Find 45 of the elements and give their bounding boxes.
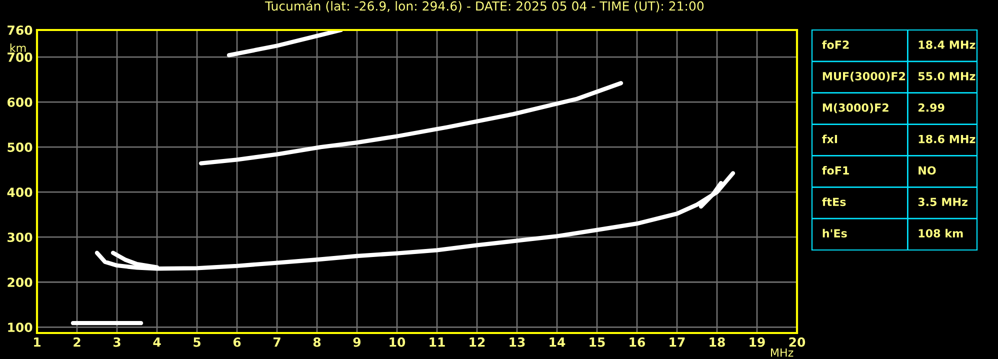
text: foF2	[822, 40, 849, 49]
x-tick-label: 16	[630, 337, 646, 347]
y-tick-label: 400	[7, 188, 32, 198]
text: foF1	[822, 166, 849, 175]
text: 2.99	[918, 103, 944, 112]
x-tick-label: 11	[430, 338, 445, 347]
x-tick-label: 7	[273, 338, 280, 347]
text: h'Es	[822, 228, 847, 238]
x-tick-label: 15	[590, 338, 605, 347]
x-tick-label: 5	[194, 338, 200, 347]
x-tick-label: 10	[390, 337, 406, 347]
y-tick-label: 700	[8, 52, 32, 62]
y-tick-label: 760	[8, 25, 32, 35]
y-tick-label: 600	[8, 98, 32, 107]
chart-title: Tucumán (lat: -26.9, lon: 294.6) - DATE: 2025 05 04 - TIME (UT): 21:00	[264, 0, 704, 12]
x-tick-label: 2	[74, 337, 80, 347]
text: ftEs	[822, 197, 846, 206]
text: MUF(3000)F2	[822, 72, 906, 82]
text: 108 km	[918, 228, 963, 238]
x-tick-label: 8	[313, 337, 321, 347]
x-tick-label: 1	[34, 338, 40, 347]
text: fxI	[822, 134, 838, 144]
x-tick-label: 13	[510, 337, 525, 347]
y-tick-label: 500	[8, 142, 32, 152]
x-tick-label: 12	[470, 337, 485, 347]
x-tick-label: 20	[789, 337, 806, 347]
x-tick-label: 14	[550, 338, 566, 347]
y-axis-title: km	[10, 43, 26, 52]
x-tick-label: 6	[233, 337, 241, 347]
text: 55.0 MHz	[918, 72, 976, 80]
x-tick-label: 9	[353, 337, 361, 347]
x-tick-label: 18	[710, 337, 725, 347]
y-tick-label: 300	[8, 232, 32, 242]
x-tick-label: 4	[153, 338, 161, 347]
x-tick-label: 3	[113, 337, 120, 347]
text: NO	[918, 166, 936, 175]
text: M(3000)F2	[822, 103, 888, 114]
x-tick-label: 19	[750, 337, 765, 347]
text: 18.6 MHz	[918, 134, 976, 144]
y-tick-label: 200	[8, 278, 32, 288]
x-tick-label: 17	[670, 338, 685, 347]
y-tick-label: 100	[8, 322, 32, 332]
text: 3.5 MHz	[918, 198, 968, 206]
text: 18.4 MHz	[918, 40, 976, 49]
x-axis-title: MHz	[771, 348, 794, 357]
